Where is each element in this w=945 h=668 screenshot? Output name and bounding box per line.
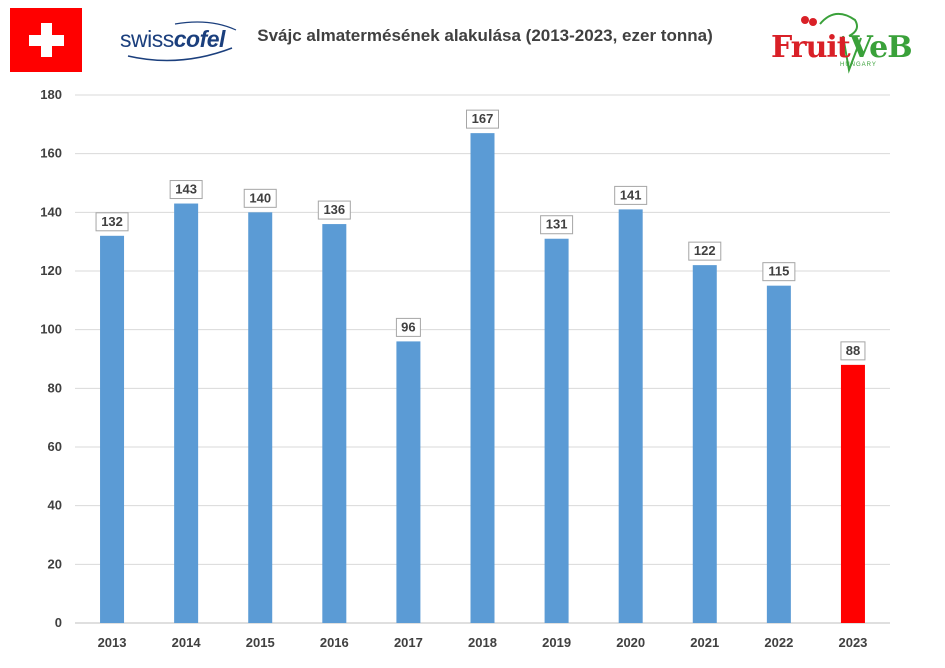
x-tick-label: 2019 — [542, 635, 571, 650]
y-tick-label: 80 — [48, 380, 62, 395]
data-label-box — [762, 262, 796, 282]
data-label-box — [169, 180, 203, 200]
y-tick-label: 140 — [40, 204, 62, 219]
data-label-box — [840, 341, 866, 361]
bar — [840, 364, 865, 623]
fruitveb-leaf-icon — [801, 13, 862, 74]
x-tick-label: 2016 — [320, 635, 349, 650]
x-tick-label: 2018 — [468, 635, 497, 650]
data-label: 96 — [401, 319, 415, 334]
x-tick-label: 2015 — [246, 635, 275, 650]
x-tick-label: 2021 — [690, 635, 719, 650]
fruitveb-logo-text-b: VeB — [849, 30, 913, 65]
data-label: 140 — [249, 190, 271, 205]
data-label-box — [540, 215, 574, 235]
data-label-box — [243, 188, 277, 208]
y-tick-label: 120 — [40, 263, 62, 278]
bar-chart: 0 20 40 60 80 100 120 140 160 180 132 2013 143 2014 14… — [40, 87, 890, 650]
swiss-flag-icon — [10, 8, 82, 72]
bar — [544, 238, 569, 623]
data-label: 143 — [175, 182, 197, 197]
swisscofel-swoosh-icon — [127, 21, 237, 62]
swisscofel-logo: swisscofel — [120, 18, 240, 68]
y-tick-label: 20 — [48, 556, 62, 571]
x-tick-label: 2020 — [616, 635, 645, 650]
y-tick-label: 0 — [55, 615, 62, 630]
bar — [692, 265, 717, 623]
bar — [470, 133, 495, 623]
data-label: 131 — [546, 217, 568, 232]
data-label: 88 — [846, 343, 860, 358]
fruitveb-logo-subtext: HUNGARY — [840, 62, 877, 68]
swisscofel-logo-text: swisscofel — [120, 26, 225, 53]
data-label: 132 — [101, 214, 123, 229]
y-tick-label: 180 — [40, 87, 62, 102]
data-label-box — [95, 212, 129, 232]
fruitveb-logo: FruitVeB HUNGARY — [765, 8, 913, 74]
y-tick-label: 60 — [48, 439, 62, 454]
y-tick-label: 160 — [40, 146, 62, 161]
swisscofel-logo-text-b: cofel — [173, 26, 226, 52]
data-label: 115 — [768, 264, 789, 279]
chart-title: Svájc almatermésének alakulása (2013-202… — [257, 26, 713, 45]
bar — [248, 212, 273, 624]
bar — [766, 285, 791, 623]
bar — [322, 224, 347, 624]
data-label-box — [688, 241, 722, 261]
data-label: 122 — [694, 243, 716, 258]
data-label-box — [395, 317, 421, 337]
data-label-box — [614, 185, 648, 205]
bar — [100, 235, 125, 624]
y-tick-label: 100 — [40, 322, 62, 337]
data-label-box — [466, 109, 499, 129]
data-label: 141 — [620, 187, 642, 202]
swisscofel-logo-text-a: swiss — [120, 26, 174, 52]
data-label: 167 — [472, 111, 494, 126]
fruitveb-logo-text-a: Fruit — [771, 30, 851, 65]
x-tick-label: 2022 — [764, 635, 793, 650]
x-tick-label: 2023 — [838, 635, 867, 650]
y-tick-label: 40 — [48, 498, 62, 513]
bar — [618, 209, 643, 623]
x-tick-label: 2017 — [394, 635, 423, 650]
data-label: 136 — [323, 202, 345, 217]
bar — [396, 341, 421, 623]
x-tick-label: 2013 — [98, 635, 127, 650]
data-label-box — [317, 200, 351, 220]
fruitveb-logo-text: FruitVeB — [771, 30, 913, 65]
bar — [174, 203, 199, 624]
x-tick-label: 2014 — [172, 635, 202, 650]
